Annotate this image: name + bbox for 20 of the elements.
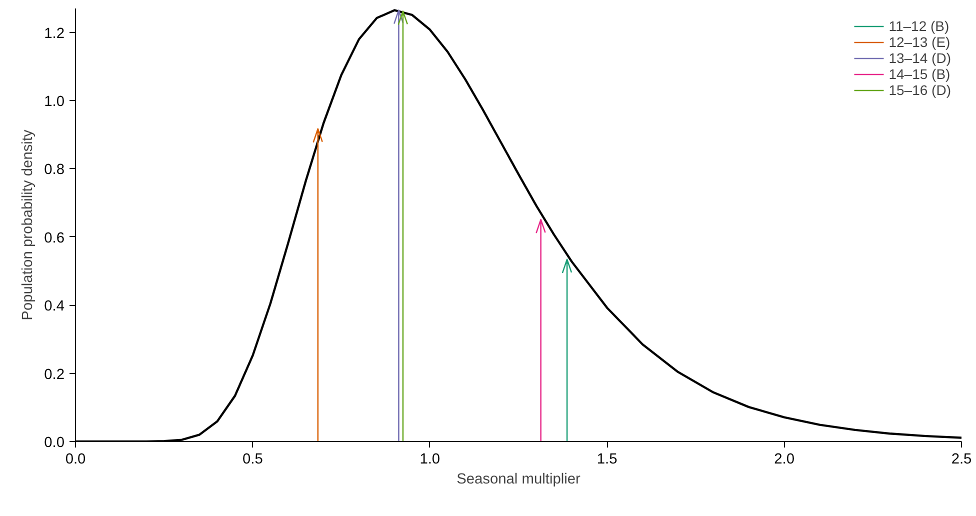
x-tick-label: 2.5	[951, 452, 972, 468]
x-axis-title: Seasonal multiplier	[456, 472, 581, 488]
y-tick-label: 0.6	[44, 230, 64, 246]
y-axis-title: Population probability density	[20, 129, 36, 320]
legend-label: 14–15 (B)	[888, 66, 950, 82]
x-tick-label: 1.0	[420, 452, 440, 468]
x-tick-label: 0.5	[242, 452, 263, 468]
legend-label: 15–16 (D)	[888, 82, 951, 98]
y-tick-label: 1.0	[44, 94, 64, 110]
legend-label: 13–14 (D)	[888, 50, 951, 66]
x-tick-label: 0.0	[65, 452, 86, 468]
y-tick-label: 1.2	[44, 26, 64, 42]
legend-label: 12–13 (E)	[888, 34, 950, 50]
y-tick-label: 0.4	[44, 298, 64, 315]
legend-label: 11–12 (B)	[888, 18, 950, 34]
y-tick-label: 0.0	[44, 435, 64, 451]
y-tick-label: 0.8	[44, 162, 64, 178]
x-tick-label: 2.0	[774, 452, 794, 468]
x-tick-label: 1.5	[596, 452, 618, 468]
y-tick-label: 0.2	[44, 366, 64, 383]
